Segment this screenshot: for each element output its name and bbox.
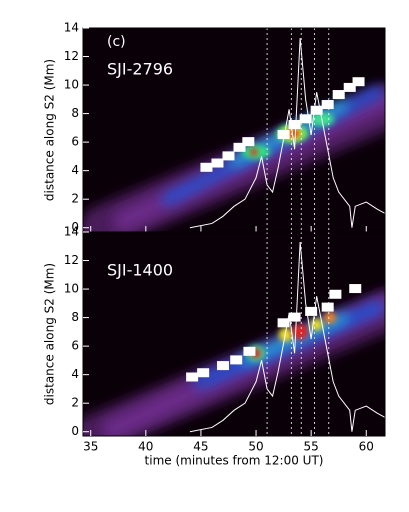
y-tick-label: 6 xyxy=(71,339,79,353)
panel-label: SJI-1400 xyxy=(107,261,173,280)
saturated-pixel xyxy=(222,151,235,161)
heatmap-blob xyxy=(249,148,258,157)
saturated-pixel xyxy=(197,368,210,378)
saturated-pixel xyxy=(243,346,256,356)
saturated-pixel xyxy=(305,306,318,316)
y-tick-label: 10 xyxy=(64,78,79,92)
y-tick-label: 0 xyxy=(71,220,79,234)
y-axis-label: distance along S2 (Mm) xyxy=(43,263,57,405)
y-tick-label: 2 xyxy=(71,396,79,410)
saturated-pixel xyxy=(343,82,356,92)
x-tick-label: 60 xyxy=(359,440,374,454)
panel xyxy=(83,232,385,436)
x-tick-label: 50 xyxy=(248,440,263,454)
x-tick-label: 45 xyxy=(193,440,208,454)
saturated-pixel xyxy=(321,302,334,312)
saturated-pixel xyxy=(216,361,229,371)
saturated-pixel xyxy=(277,129,290,139)
saturated-pixel xyxy=(288,312,301,322)
panel-label: SJI-2796 xyxy=(107,60,173,79)
light-curve xyxy=(189,37,385,229)
panel xyxy=(83,28,385,232)
heatmap-blob xyxy=(287,129,300,138)
y-tick-label: 4 xyxy=(71,367,79,381)
x-axis-label: time (minutes from 12:00 UT) xyxy=(145,454,324,468)
saturated-pixel xyxy=(349,284,362,294)
saturated-pixel xyxy=(242,137,255,147)
plot-frame xyxy=(82,231,386,437)
saturated-pixel xyxy=(230,355,243,365)
y-tick-label: 10 xyxy=(64,282,79,296)
saturated-pixel xyxy=(233,142,246,152)
heatmap-blob xyxy=(278,327,293,342)
y-tick-label: 2 xyxy=(71,192,79,206)
saturated-pixel xyxy=(277,318,290,328)
x-tick-label: 55 xyxy=(304,440,319,454)
y-tick-label: 8 xyxy=(71,106,79,120)
y-axis-label: distance along S2 (Mm) xyxy=(43,59,57,201)
saturated-pixel xyxy=(200,162,213,172)
saturated-pixel xyxy=(310,105,323,115)
y-tick-label: 4 xyxy=(71,163,79,177)
y-tick-label: 12 xyxy=(64,253,79,267)
panel-annotation: (c) xyxy=(107,34,126,50)
saturated-pixel xyxy=(299,114,312,124)
saturated-pixel xyxy=(329,289,342,299)
y-tick-label: 12 xyxy=(64,49,79,63)
saturated-pixel xyxy=(288,120,301,130)
saturated-pixel xyxy=(321,100,334,110)
y-tick-label: 0 xyxy=(71,424,79,438)
x-tick-label: 35 xyxy=(83,440,98,454)
heatmap-blob xyxy=(292,323,309,340)
y-tick-label: 14 xyxy=(64,225,79,239)
saturated-pixel xyxy=(211,158,224,168)
y-tick-label: 14 xyxy=(64,21,79,35)
light-curve xyxy=(189,241,385,433)
saturated-pixel xyxy=(186,372,199,382)
saturated-pixel xyxy=(332,90,345,100)
y-tick-label: 8 xyxy=(71,310,79,324)
heatmap-blob xyxy=(323,311,336,324)
y-tick-label: 6 xyxy=(71,135,79,149)
x-tick-label: 40 xyxy=(138,440,153,454)
saturated-pixel xyxy=(352,77,365,87)
